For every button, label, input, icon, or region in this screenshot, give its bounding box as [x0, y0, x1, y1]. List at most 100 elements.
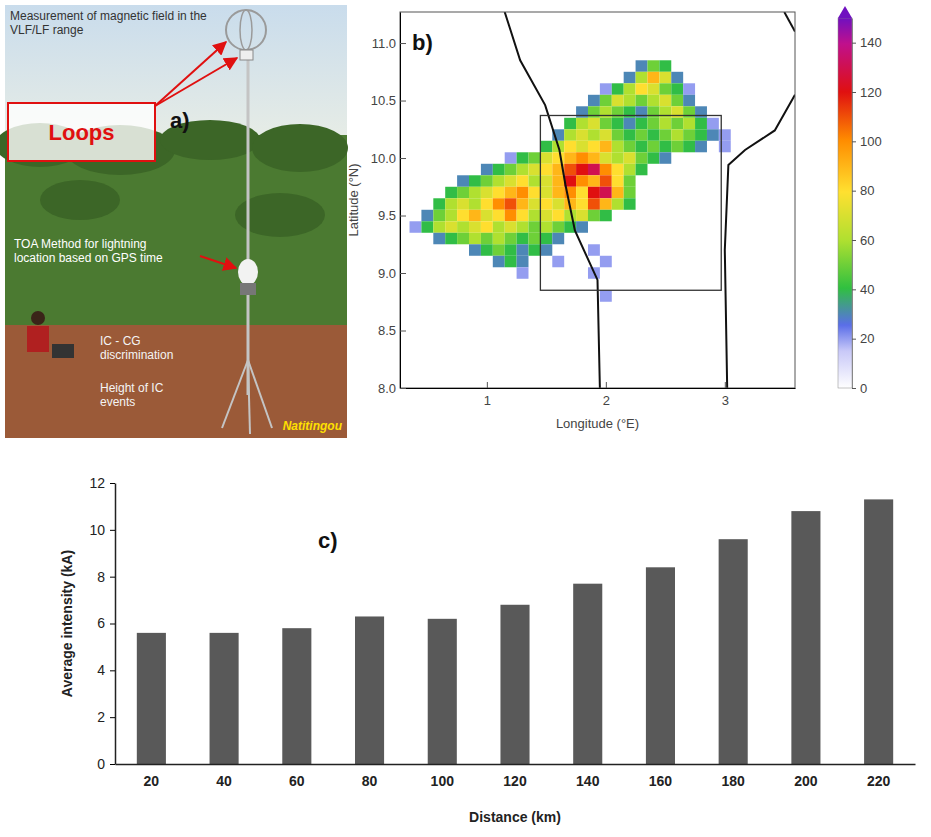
density-cell — [671, 95, 683, 106]
density-cell — [410, 221, 422, 232]
density-cell — [576, 187, 588, 198]
tick-label: 20 — [860, 331, 874, 346]
tick-label: 140 — [860, 35, 882, 50]
tick: 0 — [852, 381, 867, 396]
tick: 10 — [89, 522, 115, 538]
density-cell — [624, 141, 636, 152]
density-cell — [588, 129, 600, 140]
density-cell — [552, 198, 564, 209]
density-cell — [636, 141, 648, 152]
tick-label: 2 — [97, 709, 105, 725]
density-cell — [600, 118, 612, 129]
gps-base — [240, 283, 256, 295]
axis: 123 — [401, 382, 796, 408]
density-cell — [588, 175, 600, 186]
density-cell — [636, 83, 648, 94]
density-cell — [600, 152, 612, 163]
tick-label: 60 — [289, 773, 305, 789]
tick-label: 8 — [97, 569, 105, 585]
tick: 3 — [722, 382, 729, 408]
density-cell — [564, 129, 576, 140]
person-body — [27, 326, 49, 352]
tick-label: 3 — [722, 393, 729, 408]
density-cell — [505, 233, 517, 244]
density-cell — [659, 141, 671, 152]
bar — [791, 511, 820, 764]
tick: 180 — [722, 764, 746, 789]
tick: 120 — [503, 764, 527, 789]
density-cell — [600, 198, 612, 209]
tick-label: 40 — [216, 773, 232, 789]
density-cell — [493, 221, 505, 232]
density-cell — [612, 118, 624, 129]
density-cell — [612, 198, 624, 209]
tick-label: 11.0 — [372, 36, 396, 51]
tick-mark — [852, 289, 856, 290]
axis-line — [400, 13, 401, 389]
density-cell — [647, 152, 659, 163]
density-cell — [528, 198, 540, 209]
axis-line — [116, 764, 916, 766]
density-cell — [647, 95, 659, 106]
density-cell — [588, 244, 600, 255]
tick-mark — [110, 764, 115, 765]
density-cell — [647, 72, 659, 83]
density-cell — [683, 129, 695, 140]
density-cell — [600, 256, 612, 267]
gps-dome — [238, 259, 258, 285]
tick-mark — [110, 483, 115, 484]
density-cell — [505, 175, 517, 186]
colorbar: 020406080100120140 — [838, 6, 882, 396]
tick: 140 — [576, 764, 600, 789]
density-cell — [624, 198, 636, 209]
tick-label: 10.0 — [371, 151, 396, 166]
density-cell — [636, 118, 648, 129]
density-cell — [528, 164, 540, 175]
tick: 10.0 — [371, 151, 406, 166]
density-cell — [528, 210, 540, 221]
study-box — [540, 115, 721, 290]
density-cell — [540, 175, 552, 186]
tick-mark — [400, 158, 406, 159]
density-cell — [588, 141, 600, 152]
tick-label: 220 — [867, 773, 891, 789]
density-cell — [636, 164, 648, 175]
density-cell — [433, 210, 445, 221]
tick: 120 — [852, 85, 882, 100]
tick: 80 — [362, 764, 378, 789]
density-cell — [659, 60, 671, 71]
axis-line — [401, 388, 796, 389]
colorbar-ramp — [838, 18, 852, 388]
density-cell — [481, 187, 493, 198]
density-cell — [624, 164, 636, 175]
tick-label: 0 — [97, 756, 105, 772]
density-cell — [517, 221, 529, 232]
density-cell — [517, 187, 529, 198]
density-cell — [683, 95, 695, 106]
density-cell — [695, 118, 707, 129]
bar — [137, 633, 166, 764]
colorbar-cap — [838, 6, 852, 18]
axis: 024681012 — [89, 475, 115, 772]
roof — [5, 325, 347, 438]
density-cell — [576, 210, 588, 221]
density-cell — [469, 221, 481, 232]
bar — [573, 584, 602, 764]
density-cell — [457, 175, 469, 186]
tick: 20 — [852, 331, 874, 346]
density-cell — [671, 118, 683, 129]
tick: 4 — [97, 662, 115, 678]
tick-mark — [852, 388, 856, 389]
density-cell — [707, 118, 719, 129]
density-cell — [671, 72, 683, 83]
tick: 100 — [431, 764, 455, 789]
density-cell — [588, 95, 600, 106]
tick-label: 2 — [603, 393, 610, 408]
density-cell — [588, 118, 600, 129]
foliage — [252, 124, 348, 172]
density-cell — [505, 244, 517, 255]
text-line: VLF/LF range — [10, 23, 84, 37]
density-cell — [457, 187, 469, 198]
tick-mark — [852, 92, 856, 93]
tick: 80 — [852, 183, 874, 198]
